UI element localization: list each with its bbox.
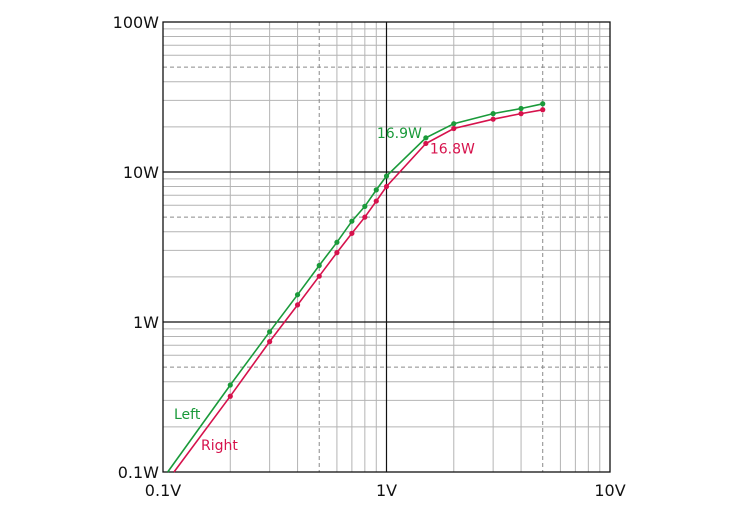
- data-point: [294, 292, 301, 298]
- y-tick-label: 0.1W: [118, 463, 159, 482]
- x-tick-label: 10V: [594, 481, 625, 500]
- data-point: [316, 273, 322, 279]
- series-line-left: [167, 103, 543, 473]
- series-left: [167, 101, 546, 473]
- x-tick-labels: 0.1V 1V 10V: [145, 481, 626, 500]
- data-point: [334, 250, 340, 256]
- y-tick-label: 1W: [133, 313, 159, 332]
- data-point: [451, 121, 457, 127]
- series-right: [173, 107, 546, 473]
- data-point: [383, 183, 390, 190]
- annotation-left-peak: 16.9W: [377, 126, 422, 142]
- data-point: [451, 125, 457, 132]
- data-point: [423, 135, 429, 141]
- series-line-right: [173, 109, 543, 473]
- data-point: [349, 218, 355, 224]
- data-point: [490, 111, 496, 117]
- data-point: [362, 203, 368, 209]
- data-point: [490, 116, 496, 122]
- data-point: [227, 393, 233, 399]
- data-point: [383, 173, 390, 179]
- series-layer: [167, 101, 546, 473]
- data-point: [373, 198, 379, 204]
- data-point: [267, 339, 273, 345]
- data-point: [540, 101, 546, 107]
- data-point: [349, 230, 355, 236]
- data-point: [540, 107, 546, 113]
- data-point: [362, 214, 368, 220]
- x-tick-label: 1V: [376, 481, 397, 500]
- legend: Left Right: [174, 407, 238, 454]
- annotation-right-peak: 16.8W: [430, 141, 475, 157]
- data-point: [267, 329, 273, 335]
- legend-left: Left: [174, 407, 201, 423]
- data-point: [294, 302, 301, 308]
- annotations: 16.9W 16.8W: [377, 126, 475, 158]
- data-point: [334, 239, 340, 245]
- data-point: [227, 382, 233, 388]
- x-tick-label: 0.1V: [145, 481, 181, 500]
- y-tick-label: 100W: [113, 13, 160, 32]
- data-point: [423, 140, 429, 147]
- plot-frame: [162, 21, 611, 473]
- data-point: [316, 262, 322, 269]
- data-point: [373, 187, 379, 193]
- dashed-grid: [163, 22, 610, 472]
- data-point: [518, 111, 524, 117]
- y-tick-labels: 0.1W 1W 10W 100W: [113, 13, 160, 482]
- y-tick-label: 10W: [123, 163, 159, 182]
- major-grid: [163, 22, 610, 472]
- data-point: [518, 105, 524, 112]
- legend-right: Right: [201, 438, 238, 454]
